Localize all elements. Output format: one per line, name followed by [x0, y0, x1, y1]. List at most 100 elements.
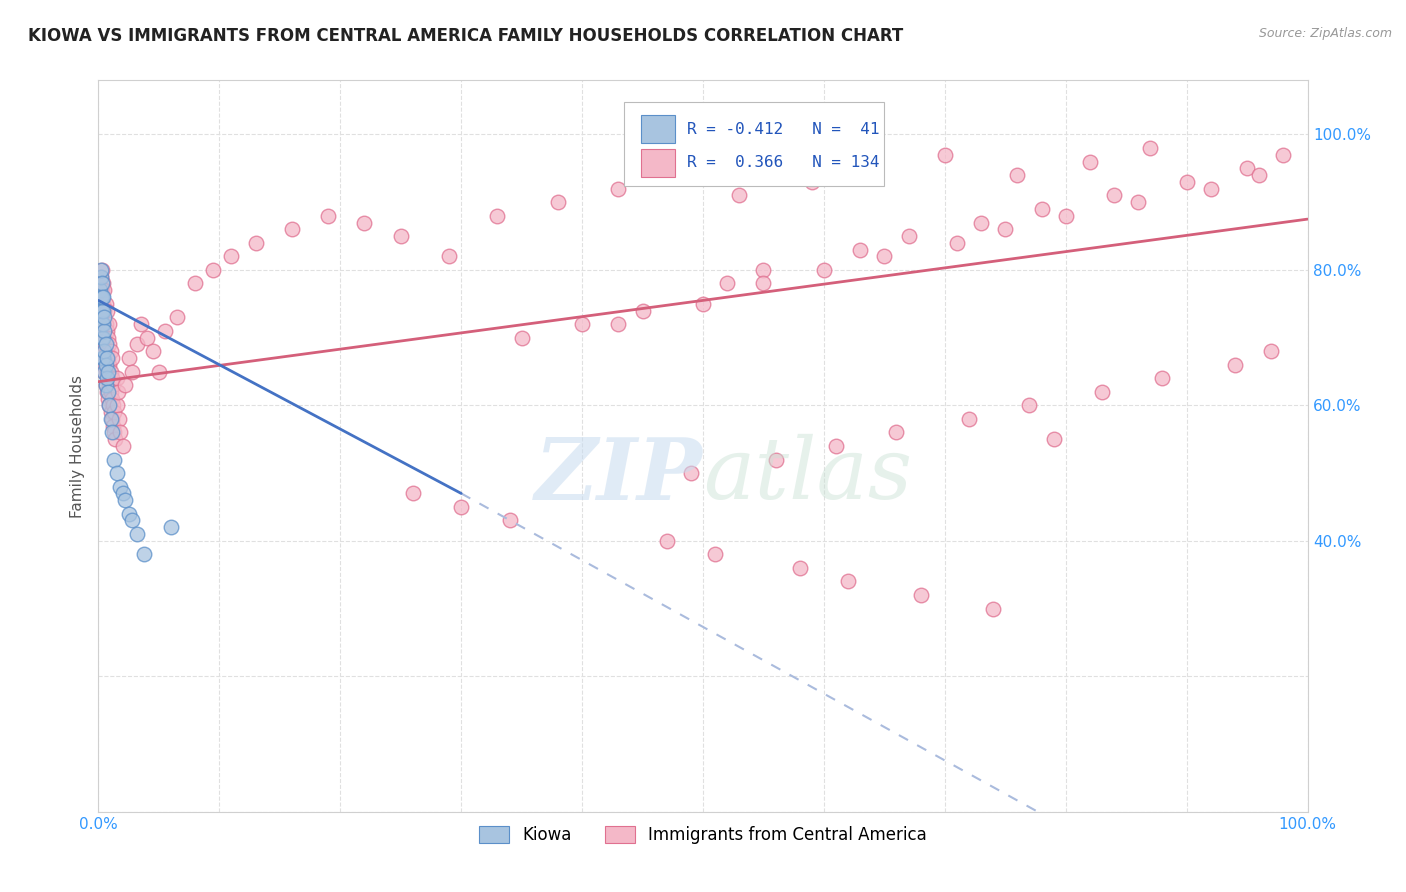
Point — [111, 439, 134, 453]
Point — [100, 425, 122, 440]
Point — [98, 398, 121, 412]
Point — [97, 392, 120, 406]
Point — [1018, 398, 1040, 412]
Point — [91, 351, 114, 365]
Point — [134, 547, 156, 561]
Point — [91, 351, 114, 365]
FancyBboxPatch shape — [641, 149, 675, 177]
Point — [114, 493, 136, 508]
Point — [129, 317, 152, 331]
Point — [91, 283, 114, 297]
Point — [101, 398, 124, 412]
Point — [486, 209, 509, 223]
Point — [100, 392, 122, 406]
Point — [93, 303, 115, 318]
FancyBboxPatch shape — [624, 103, 884, 186]
Point — [93, 364, 115, 378]
Point — [108, 425, 131, 440]
Point — [96, 384, 118, 399]
Point — [94, 317, 117, 331]
Point — [100, 371, 122, 385]
Point — [121, 364, 143, 378]
Point — [103, 405, 125, 419]
Point — [765, 452, 787, 467]
Point — [103, 425, 125, 440]
Point — [94, 297, 117, 311]
Point — [1139, 141, 1161, 155]
Point — [100, 344, 122, 359]
Point — [91, 358, 114, 372]
Text: R =  0.366   N = 134: R = 0.366 N = 134 — [688, 155, 880, 170]
Point — [91, 344, 114, 359]
Point — [970, 215, 993, 229]
Point — [946, 235, 969, 250]
Text: R = -0.412   N =  41: R = -0.412 N = 41 — [688, 121, 880, 136]
Point — [90, 269, 112, 284]
Point — [101, 418, 124, 433]
Point — [1042, 432, 1064, 446]
Point — [728, 188, 751, 202]
Point — [105, 371, 128, 385]
Point — [752, 263, 775, 277]
Point — [498, 514, 520, 528]
Point — [316, 209, 339, 223]
Point — [91, 277, 114, 291]
Point — [1272, 148, 1295, 162]
Point — [813, 263, 835, 277]
Point — [994, 222, 1017, 236]
Point — [148, 364, 170, 378]
Point — [101, 378, 124, 392]
Point — [96, 303, 118, 318]
Point — [103, 452, 125, 467]
Point — [91, 303, 114, 318]
Y-axis label: Family Households: Family Households — [70, 375, 86, 517]
Point — [100, 351, 122, 365]
Point — [90, 290, 112, 304]
Point — [281, 222, 304, 236]
Point — [96, 371, 118, 385]
Point — [873, 249, 896, 263]
Point — [96, 351, 118, 365]
Point — [860, 161, 883, 176]
Point — [97, 371, 120, 385]
Point — [105, 466, 128, 480]
Point — [1007, 168, 1029, 182]
Point — [704, 547, 727, 561]
Point — [89, 290, 111, 304]
Point — [1102, 188, 1125, 202]
Legend: Kiowa, Immigrants from Central America: Kiowa, Immigrants from Central America — [472, 820, 934, 851]
Point — [89, 310, 111, 325]
Point — [655, 533, 678, 548]
Point — [1128, 195, 1150, 210]
Point — [127, 527, 149, 541]
Point — [127, 337, 149, 351]
Point — [160, 520, 183, 534]
Point — [91, 303, 114, 318]
Point — [1031, 202, 1053, 216]
Point — [389, 229, 412, 244]
Point — [571, 317, 593, 331]
Point — [90, 269, 112, 284]
Point — [100, 384, 122, 399]
Point — [108, 480, 131, 494]
Point — [450, 500, 472, 514]
Point — [118, 507, 141, 521]
Point — [607, 317, 630, 331]
Point — [121, 514, 143, 528]
Point — [692, 297, 714, 311]
Point — [1260, 344, 1282, 359]
Point — [245, 235, 267, 250]
Point — [91, 317, 114, 331]
Point — [1091, 384, 1114, 399]
Point — [90, 263, 112, 277]
Point — [104, 432, 127, 446]
Point — [184, 277, 207, 291]
Point — [402, 486, 425, 500]
Point — [93, 344, 115, 359]
Point — [93, 283, 115, 297]
Point — [849, 243, 872, 257]
Text: ZIP: ZIP — [536, 434, 703, 517]
Point — [547, 195, 569, 210]
Point — [111, 486, 134, 500]
Point — [97, 351, 120, 365]
